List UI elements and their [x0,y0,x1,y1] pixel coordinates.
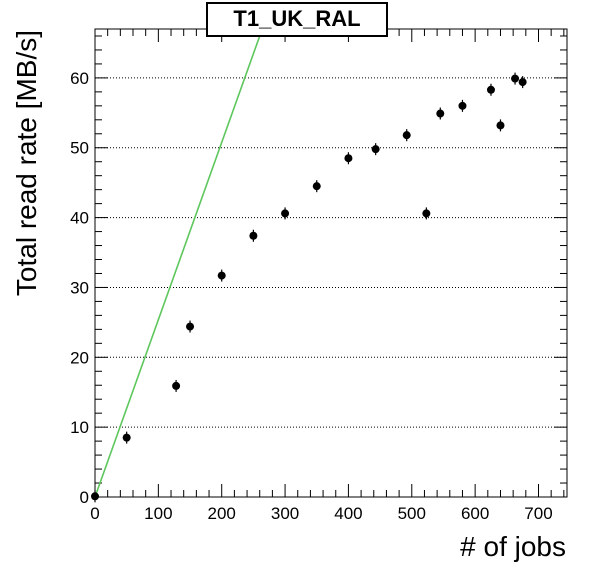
point-marker [402,131,411,140]
point-marker [344,154,353,163]
point-marker [422,209,431,218]
point-marker [436,109,445,118]
y-tick-label: 10 [70,418,89,437]
point-marker [122,433,131,442]
title-box: T1_UK_RAL [206,2,388,37]
data-point [312,180,321,193]
y-tick-label: 40 [70,209,89,228]
axis-ticks [94,29,567,498]
y-tick-label: 0 [80,488,89,507]
data-point [91,490,99,503]
data-point [436,107,445,120]
data-point [186,320,195,333]
x-tick-label: 300 [271,504,299,523]
data-point [122,431,131,444]
data-point [344,152,353,165]
point-marker [518,78,527,87]
chart-title: T1_UK_RAL [233,6,360,31]
x-axis-title: # of jobs [460,531,566,562]
y-axis-title: Total read rate [MB/s] [11,30,42,296]
x-tick-label: 0 [90,504,99,523]
data-point [402,129,411,142]
data-point [458,99,467,112]
y-tick-label: 50 [70,139,89,158]
point-marker [486,85,495,94]
x-tick-label: 700 [524,504,552,523]
point-marker [496,121,505,130]
x-tick-label: 400 [334,504,362,523]
y-tick-label: 20 [70,348,89,367]
data-point [486,83,495,96]
x-tick-label: 100 [144,504,172,523]
data-point [511,72,520,85]
data-point [172,379,181,392]
point-marker [312,182,321,191]
data-point [371,143,380,156]
point-marker [186,322,195,331]
point-marker [511,74,520,83]
point-marker [281,209,290,218]
data-point [518,76,527,89]
x-tick-label: 500 [398,504,426,523]
reference-line [94,32,262,498]
point-marker [91,492,99,501]
point-marker [249,231,258,240]
title-box-frame [206,2,388,37]
data-point [281,207,290,220]
point-marker [217,271,226,280]
point-marker [371,145,380,154]
data-point [496,119,505,132]
point-marker [172,381,181,390]
plot-frame [94,28,568,498]
data-point [422,207,431,220]
data-point [249,229,258,242]
y-tick-label: 30 [70,278,89,297]
data-point [217,269,226,282]
x-tick-label: 600 [461,504,489,523]
y-tick-label: 60 [70,69,89,88]
grid-lines [95,77,567,428]
data-points [91,72,527,503]
point-marker [458,101,467,110]
x-tick-label: 200 [208,504,236,523]
